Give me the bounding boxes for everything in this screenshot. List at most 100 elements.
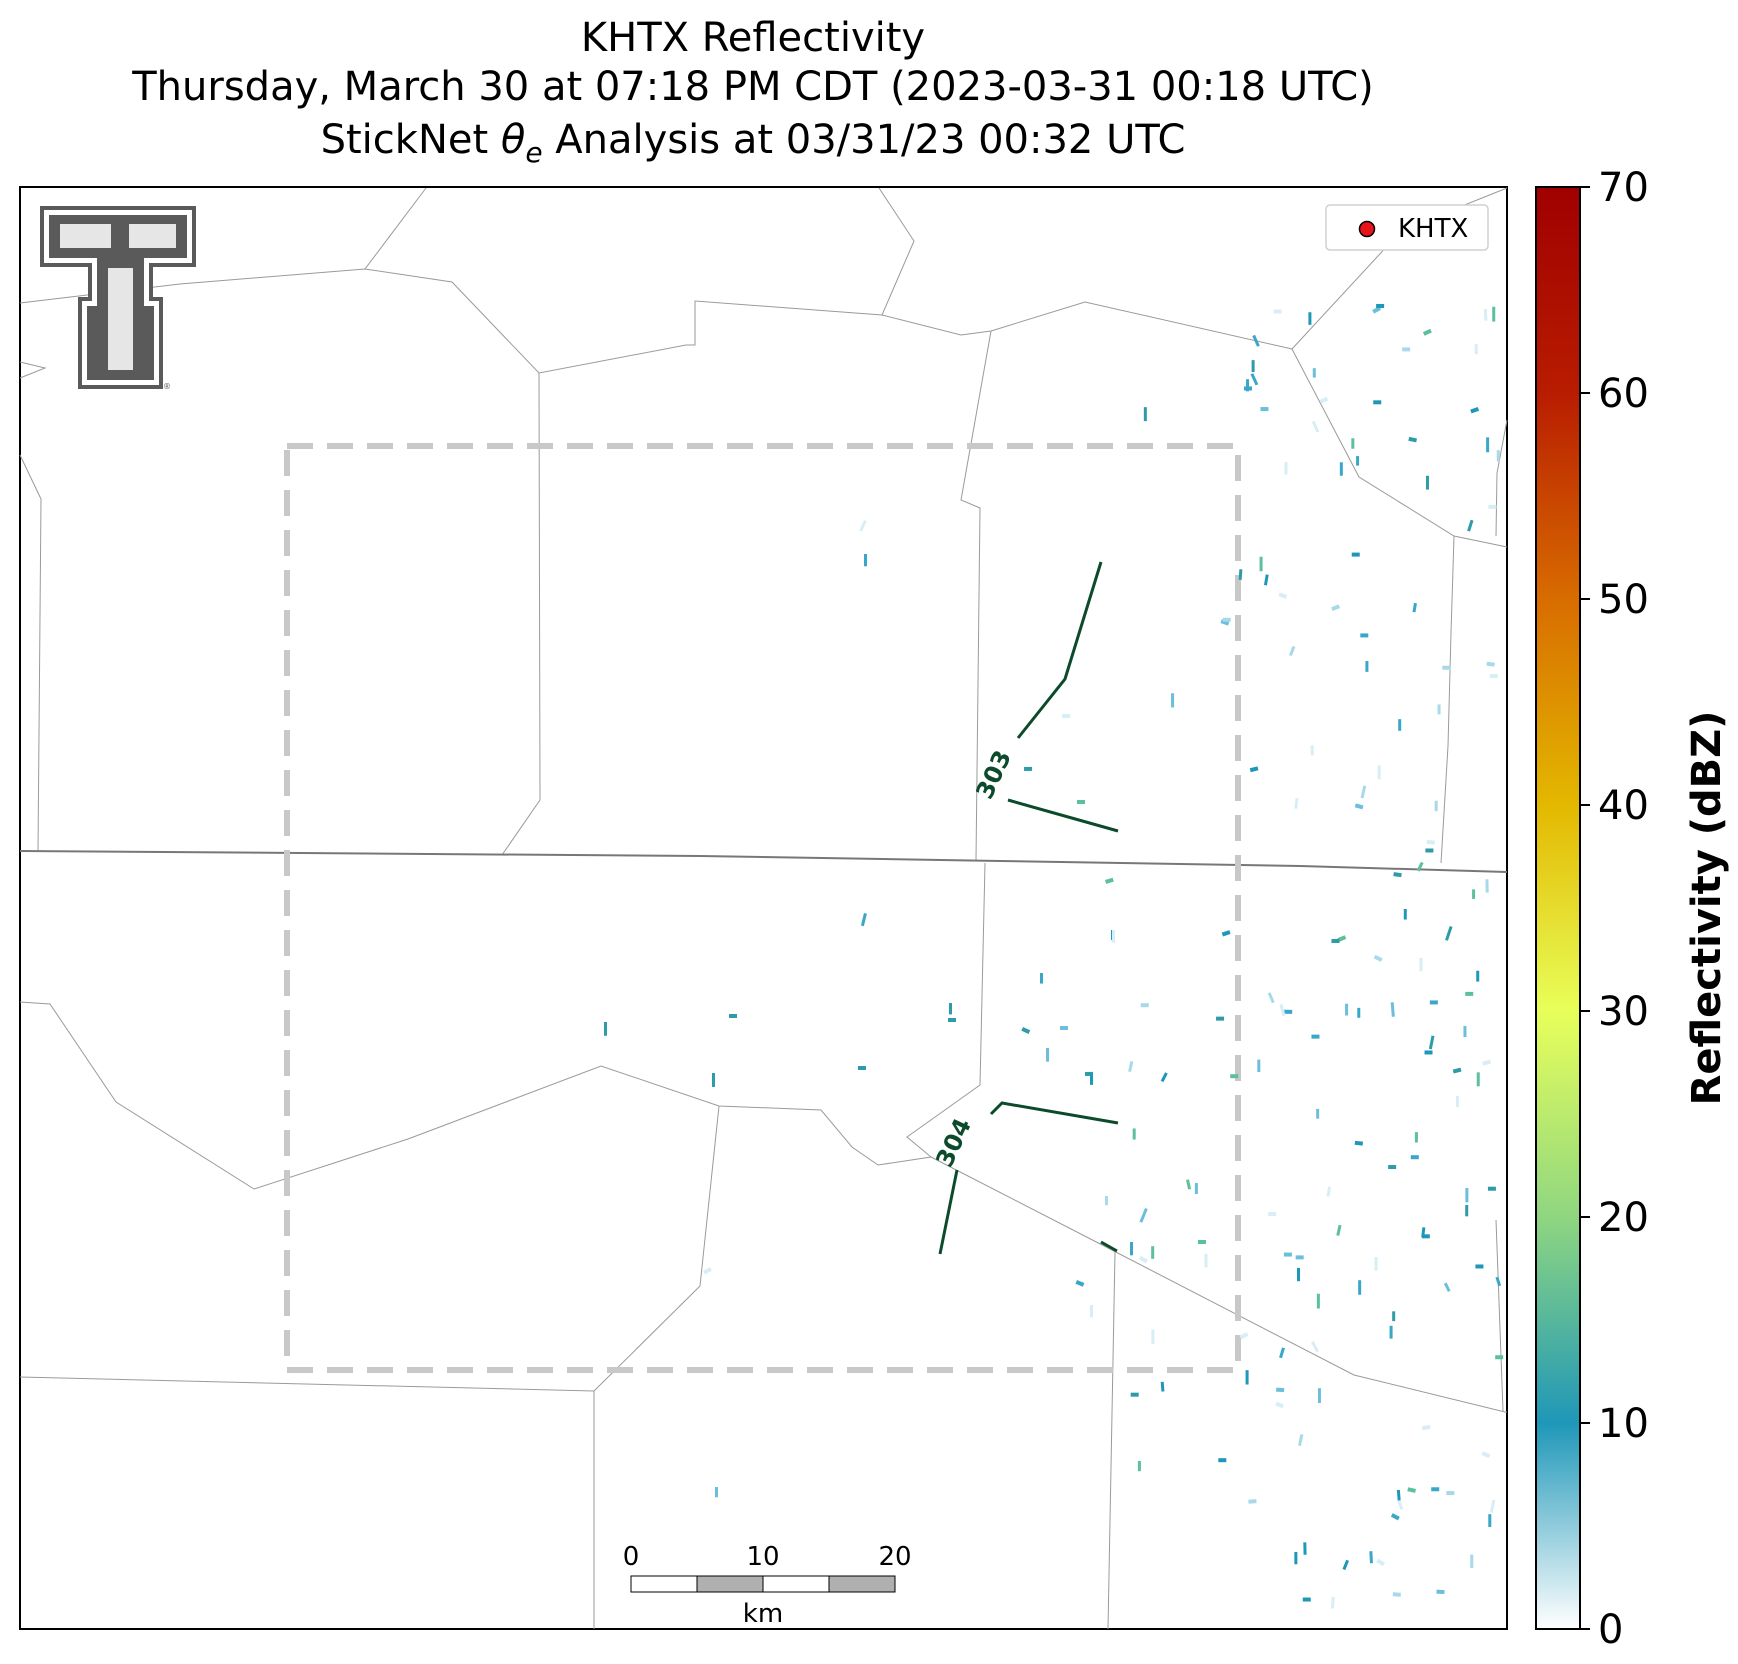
reflectivity-speck (1194, 1182, 1198, 1195)
reflectivity-speck (1046, 1048, 1049, 1062)
reflectivity-speck (1268, 1212, 1277, 1217)
reflectivity-speck (1308, 312, 1312, 325)
reflectivity-speck (1425, 475, 1429, 490)
reflectivity-speck (1416, 861, 1424, 872)
reflectivity-speck (1090, 1073, 1093, 1085)
reflectivity-speck (1248, 1499, 1257, 1504)
reflectivity-speck (1389, 1325, 1393, 1339)
reflectivity-speck (1495, 1276, 1502, 1287)
reflectivity-speck (1467, 519, 1474, 532)
reflectivity-speck (1021, 1026, 1031, 1035)
reflectivity-speck (1185, 1179, 1192, 1190)
reflectivity-speck (860, 912, 867, 927)
reflectivity-speck (1303, 1542, 1307, 1555)
reflectivity-speck (1294, 1551, 1298, 1565)
reflectivity-speck (1495, 1355, 1504, 1360)
reflectivity-speck (1356, 456, 1360, 466)
reflectivity-speck (1138, 1255, 1148, 1264)
reflectivity-speck (1077, 800, 1085, 804)
reflectivity-speck (949, 1003, 952, 1015)
reflectivity-speck (715, 1487, 718, 1498)
texas-tech-logo-icon: ® (40, 206, 196, 391)
title-line-3-suffix: Analysis at 03/31/23 00:32 UTC (542, 117, 1186, 163)
reflectivity-speck (1426, 839, 1435, 845)
reflectivity-speck (1284, 461, 1288, 475)
theta-symbol: θ (500, 117, 526, 163)
reflectivity-speck (1295, 1255, 1304, 1260)
legend-label: KHTX (1398, 214, 1468, 244)
reflectivity-speck (1024, 766, 1033, 771)
reflectivity-speck (1319, 396, 1329, 404)
reflectivity-speck (1351, 552, 1360, 557)
scale-unit: km (743, 1599, 783, 1629)
reflectivity-speck (1475, 1264, 1484, 1269)
reflectivity-speck (1397, 1499, 1404, 1510)
reflectivity-speck (948, 1018, 956, 1022)
reflectivity-speck (1434, 800, 1438, 812)
reflectivity-speck (1239, 1332, 1249, 1340)
reflectivity-speck (1339, 462, 1343, 476)
reflectivity-speck (1476, 1072, 1480, 1087)
reflectivity-speck (1486, 661, 1495, 667)
reflectivity-speck (1260, 407, 1269, 412)
reflectivity-speck (1311, 1034, 1320, 1039)
reflectivity-speck (1312, 368, 1316, 378)
reflectivity-speck (1496, 450, 1500, 462)
reflectivity-speck (1075, 1280, 1085, 1287)
reflectivity-speck (1257, 1059, 1261, 1073)
reflectivity-speck (1130, 1392, 1139, 1397)
contour-304-line-upper (989, 1101, 1119, 1125)
reflectivity-speck (1407, 1487, 1416, 1493)
contour-303-line-lower (1007, 798, 1119, 833)
reflectivity-speck (1302, 1597, 1311, 1602)
title-line-3: StickNet θe Analysis at 03/31/23 00:32 U… (0, 116, 1506, 177)
reflectivity-speck (1412, 602, 1417, 613)
reflectivity-speck (1222, 617, 1231, 622)
reflectivity-speck (1474, 344, 1478, 355)
title-line-1: KHTX Reflectivity (580, 15, 926, 61)
reflectivity-speck (1360, 633, 1369, 638)
reflectivity-speck (1465, 1205, 1469, 1217)
reflectivity-speck (1492, 306, 1496, 322)
reflectivity-speck (1481, 1451, 1491, 1459)
reflectivity-speck (1376, 1558, 1386, 1567)
reflectivity-speck (1279, 1347, 1285, 1359)
reflectivity-speck (604, 1022, 607, 1036)
reflectivity-speck (1419, 957, 1423, 972)
reflectivity-speck (1244, 386, 1253, 391)
reflectivity-speck (1238, 569, 1243, 580)
reflectivity-speck (1267, 992, 1275, 1004)
reflectivity-speck (1251, 360, 1255, 373)
reflectivity-speck (703, 1267, 712, 1275)
reflectivity-speck (1204, 1253, 1208, 1268)
reflectivity-speck (1376, 303, 1385, 308)
reflectivity-speck (1151, 1246, 1155, 1259)
reflectivity-speck (1377, 765, 1381, 780)
reflectivity-speck (1470, 1554, 1474, 1568)
reflectivity-speck (1140, 1003, 1149, 1008)
reflectivity-speck (1425, 848, 1434, 853)
reflectivity-speck (1354, 803, 1364, 810)
reflectivity-speck (858, 1066, 866, 1070)
reflectivity-speck (1275, 1401, 1285, 1409)
reflectivity-speck (1326, 1186, 1332, 1197)
reflectivity-speck (1316, 1108, 1320, 1119)
map-frame (19, 186, 1508, 1630)
reflectivity-speck (859, 520, 867, 532)
reflectivity-speck (1259, 556, 1263, 572)
reflectivity-speck (1139, 1208, 1148, 1223)
reflectivity-speck (1310, 745, 1314, 756)
reflectivity-speck (1486, 437, 1490, 453)
reflectivity-speck (1369, 1551, 1373, 1564)
reflectivity-speck (1354, 1140, 1364, 1146)
reflectivity-speck (1476, 970, 1480, 982)
reflectivity-speck (1388, 1165, 1397, 1170)
reflectivity-speck (1472, 889, 1476, 899)
reflectivity-speck (1372, 306, 1382, 314)
reflectivity-speck (1365, 661, 1369, 672)
reflectivity-speck (1414, 1132, 1418, 1143)
reflectivity-speck (1273, 309, 1282, 314)
reflectivity-speck (1442, 665, 1451, 670)
reflectivity-speck (712, 1073, 715, 1087)
reflectivity-speck (1489, 1499, 1496, 1513)
